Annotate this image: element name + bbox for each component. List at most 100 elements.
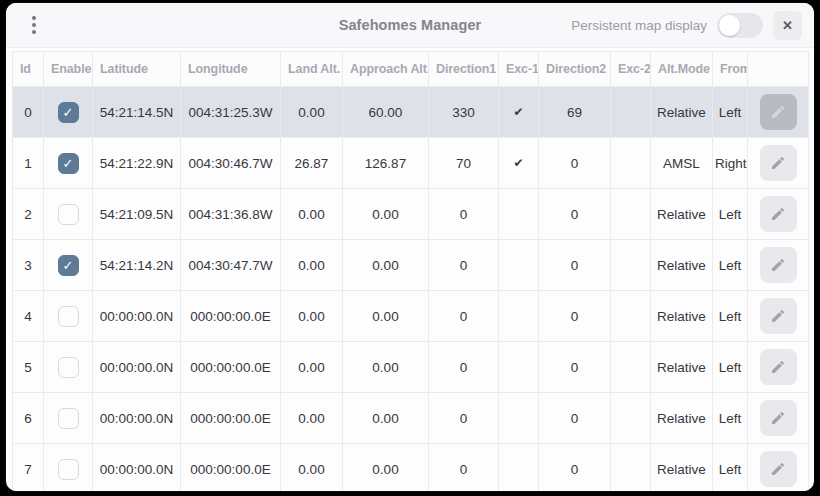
cell-exc2: [611, 393, 651, 444]
column-header-alt-mode: Alt.Mode: [651, 52, 713, 87]
cell-approach-alt: 0.00: [343, 393, 429, 444]
cell-exc2: [611, 87, 651, 138]
column-header-from: From: [713, 52, 748, 87]
cell-enable: [44, 342, 93, 393]
cell-edit: [748, 189, 809, 240]
enable-checkbox[interactable]: [58, 408, 79, 429]
cell-alt-mode: Relative: [651, 393, 713, 444]
cell-from: Left: [713, 444, 748, 492]
cell-latitude: 00:00:00.0N: [93, 291, 181, 342]
cell-land-alt: 0.00: [281, 342, 343, 393]
table-row[interactable]: 7 00:00:00.0N 000:00:00.0E 0.00 0.00 0 0…: [13, 444, 809, 492]
cell-from: Right: [713, 138, 748, 189]
cell-enable: ✓: [44, 87, 93, 138]
cell-exc2: [611, 240, 651, 291]
cell-land-alt: 0.00: [281, 87, 343, 138]
cell-approach-alt: 0.00: [343, 189, 429, 240]
cell-id: 0: [13, 87, 44, 138]
persistent-map-display-toggle[interactable]: [717, 13, 763, 38]
cell-from: Left: [713, 87, 748, 138]
pencil-icon: [770, 359, 786, 375]
table-row[interactable]: 4 00:00:00.0N 000:00:00.0E 0.00 0.00 0 0…: [13, 291, 809, 342]
cell-exc2: [611, 342, 651, 393]
enable-checkbox[interactable]: [58, 204, 79, 225]
toggle-knob: [719, 15, 740, 36]
table-row[interactable]: 1 ✓ 54:21:22.9N 004:30:46.7W 26.87 126.8…: [13, 138, 809, 189]
cell-enable: ✓: [44, 138, 93, 189]
column-header-enable: Enable: [44, 52, 93, 87]
cell-direction1: 0: [429, 189, 499, 240]
table-header-row: IdEnableLatitudeLongitudeLand Alt.Approa…: [13, 52, 809, 87]
cell-edit: [748, 393, 809, 444]
cell-alt-mode: Relative: [651, 342, 713, 393]
table-row[interactable]: 0 ✓ 54:21:14.5N 004:31:25.3W 0.00 60.00 …: [13, 87, 809, 138]
cell-approach-alt: 0.00: [343, 342, 429, 393]
cell-exc1: ✔: [499, 138, 539, 189]
pencil-icon: [770, 206, 786, 222]
cell-enable: [44, 444, 93, 492]
cell-exc1: ✔: [499, 87, 539, 138]
cell-exc1: [499, 291, 539, 342]
cell-exc2: [611, 138, 651, 189]
edit-button[interactable]: [760, 145, 797, 181]
table-row[interactable]: 5 00:00:00.0N 000:00:00.0E 0.00 0.00 0 0…: [13, 342, 809, 393]
column-header-edit: [748, 52, 809, 87]
column-header-land-alt-: Land Alt.: [281, 52, 343, 87]
edit-button[interactable]: [760, 94, 797, 130]
enable-checkbox[interactable]: ✓: [58, 102, 79, 123]
cell-direction1: 0: [429, 342, 499, 393]
cell-longitude: 000:00:00.0E: [181, 291, 281, 342]
table-row[interactable]: 6 00:00:00.0N 000:00:00.0E 0.00 0.00 0 0…: [13, 393, 809, 444]
enable-checkbox[interactable]: [58, 306, 79, 327]
cell-approach-alt: 0.00: [343, 240, 429, 291]
cell-alt-mode: Relative: [651, 189, 713, 240]
table-row[interactable]: 2 54:21:09.5N 004:31:36.8W 0.00 0.00 0 0…: [13, 189, 809, 240]
kebab-menu-icon[interactable]: [30, 12, 48, 38]
cell-id: 5: [13, 342, 44, 393]
edit-button[interactable]: [760, 400, 797, 436]
checkmark-icon: ✓: [63, 106, 74, 119]
cell-direction1: 0: [429, 444, 499, 492]
cell-alt-mode: Relative: [651, 87, 713, 138]
close-button[interactable]: ✕: [773, 11, 802, 40]
cell-direction2: 0: [539, 291, 611, 342]
cell-approach-alt: 0.00: [343, 444, 429, 492]
titlebar: Safehomes Manager Persistent map display…: [6, 3, 814, 48]
cell-exc2: [611, 291, 651, 342]
edit-button[interactable]: [760, 298, 797, 334]
cell-direction2: 0: [539, 138, 611, 189]
cell-latitude: 00:00:00.0N: [93, 342, 181, 393]
cell-direction2: 0: [539, 240, 611, 291]
edit-button[interactable]: [760, 451, 797, 487]
cell-land-alt: 0.00: [281, 189, 343, 240]
enable-checkbox[interactable]: ✓: [58, 153, 79, 174]
cell-edit: [748, 291, 809, 342]
cell-id: 2: [13, 189, 44, 240]
pencil-icon: [770, 308, 786, 324]
pencil-icon: [770, 155, 786, 171]
pencil-icon: [770, 104, 786, 120]
edit-button[interactable]: [760, 196, 797, 232]
cell-latitude: 54:21:14.2N: [93, 240, 181, 291]
column-header-direction2: Direction2: [539, 52, 611, 87]
cell-direction2: 0: [539, 444, 611, 492]
cell-id: 6: [13, 393, 44, 444]
cell-direction2: 0: [539, 189, 611, 240]
cell-longitude: 004:31:25.3W: [181, 87, 281, 138]
cell-exc1: [499, 444, 539, 492]
table-row[interactable]: 3 ✓ 54:21:14.2N 004:30:47.7W 0.00 0.00 0…: [13, 240, 809, 291]
edit-button[interactable]: [760, 349, 797, 385]
enable-checkbox[interactable]: [58, 357, 79, 378]
cell-enable: ✓: [44, 240, 93, 291]
cell-longitude: 000:00:00.0E: [181, 444, 281, 492]
cell-alt-mode: Relative: [651, 444, 713, 492]
enable-checkbox[interactable]: ✓: [58, 255, 79, 276]
pencil-icon: [770, 461, 786, 477]
column-header-direction1: Direction1: [429, 52, 499, 87]
edit-button[interactable]: [760, 247, 797, 283]
cell-edit: [748, 138, 809, 189]
cell-approach-alt: 0.00: [343, 291, 429, 342]
cell-longitude: 004:31:36.8W: [181, 189, 281, 240]
enable-checkbox[interactable]: [58, 459, 79, 480]
cell-exc1: [499, 342, 539, 393]
